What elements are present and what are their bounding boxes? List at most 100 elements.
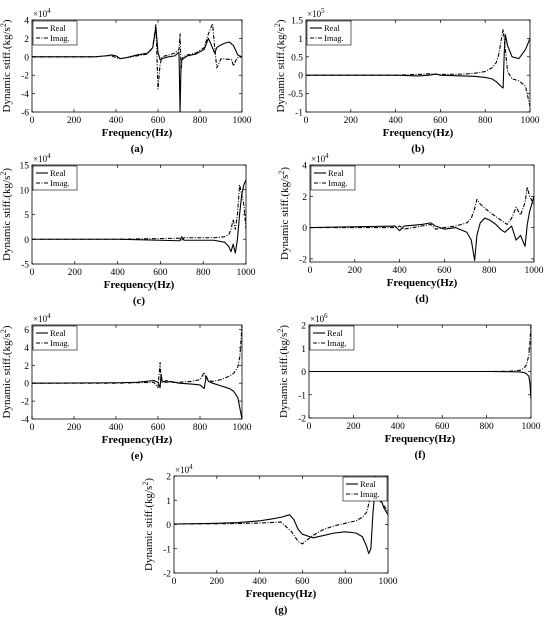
x-tick-label: 800	[482, 266, 497, 276]
x-tick-label: 600	[435, 422, 450, 432]
panel-caption: (c)	[133, 295, 146, 307]
y-tick-label: -1	[163, 545, 171, 555]
chart-panel-a: 0 200 400 600 800 1000 -6 -4 -2 0 2 4 ×104 Frequency(…	[0, 7, 252, 155]
legend-label: Real	[324, 23, 340, 33]
series-group	[310, 186, 534, 261]
x-tick-label: 600	[295, 577, 310, 587]
chart-panel-g: 0 200 400 600 800 1000 -2 -1 0 1 2 ×104 Frequency(Hz…	[141, 463, 398, 616]
legend-label: Real	[50, 23, 66, 33]
y-tick-label: -6	[21, 109, 29, 119]
series-group	[174, 476, 388, 555]
x-tick-label: 200	[67, 423, 82, 433]
legend-label: Imag.	[50, 338, 70, 348]
series-line-real	[309, 370, 531, 400]
x-axis-label: Frequency(Hz)	[385, 433, 456, 445]
series-group	[32, 179, 246, 254]
y-tick-label: -2	[21, 72, 29, 82]
legend-label: Imag.	[327, 338, 347, 348]
x-tick-label: 400	[109, 423, 124, 433]
x-tick-label: 800	[193, 423, 208, 433]
x-tick-label: 400	[392, 266, 407, 276]
y-tick-label: 5	[24, 211, 29, 221]
legend-label: Imag.	[360, 489, 380, 499]
plot-frame	[31, 324, 243, 420]
x-tick-label: 800	[196, 268, 211, 278]
x-tick-label: 600	[433, 116, 448, 126]
legend-box	[309, 325, 355, 351]
legend-box	[306, 20, 352, 46]
x-tick-label: 1000	[521, 116, 540, 126]
panel-caption: (d)	[415, 293, 429, 305]
x-axis-label: Frequency(Hz)	[387, 277, 458, 289]
series-line-real	[310, 196, 534, 261]
series-line-imag	[174, 476, 388, 545]
x-tick-label: 200	[348, 266, 363, 276]
x-tick-label: 400	[388, 116, 403, 126]
x-tick-label: 400	[110, 268, 125, 278]
x-tick-label: 1000	[237, 268, 256, 278]
y-tick-label: 15	[20, 162, 30, 172]
x-tick-label: 400	[109, 116, 124, 126]
y-exponent-label: ×104	[311, 152, 329, 164]
legend-label: Imag.	[324, 33, 344, 43]
chart-panel-e: 0 200 400 600 800 1000 -4 -2 0 2 4 6 ×104 Frequency(H…	[0, 312, 252, 462]
y-exponent-label: ×106	[310, 312, 328, 324]
y-tick-label: 1	[301, 345, 306, 355]
legend-box	[342, 476, 388, 502]
x-tick-label: 200	[346, 422, 361, 432]
x-axis-label: Frequency(Hz)	[102, 434, 173, 446]
y-tick-label: 0	[24, 53, 29, 63]
x-tick-label: 600	[151, 116, 166, 126]
x-tick-label: 200	[210, 577, 225, 587]
y-axis-label: Dynamic stiff.(kg/s2)	[0, 168, 13, 261]
panel-caption: (g)	[275, 604, 288, 616]
panel-caption: (f)	[415, 449, 426, 461]
chart-panel-b: 0 200 400 600 800 1000 -1 -0.5 0 0.5 1 1.5 ×105 Frequ…	[273, 7, 540, 155]
y-tick-label: -1	[298, 391, 306, 401]
plot-frame	[31, 19, 243, 113]
legend-label: Imag.	[50, 178, 70, 188]
y-tick-label: 2	[166, 473, 171, 483]
series-line-imag	[309, 325, 531, 373]
legend-label: Imag.	[328, 178, 348, 188]
series-group	[32, 325, 242, 419]
y-exponent-label: ×104	[33, 312, 51, 324]
x-tick-label: 400	[252, 577, 267, 587]
legend-box	[310, 165, 356, 191]
legend-label: Real	[50, 328, 66, 338]
y-tick-label: 1	[298, 35, 303, 45]
chart-panel-f: 0 200 400 600 800 1000 -2 -1 0 1 2 ×106 Frequency(Hz…	[276, 312, 541, 461]
y-tick-label: -2	[298, 415, 306, 425]
y-tick-label: 0	[298, 72, 303, 82]
y-axis-label: Dynamic stiff.(kg/s2)	[273, 19, 287, 112]
series-group	[309, 325, 531, 400]
y-exponent-label: ×104	[33, 152, 51, 164]
plot-frame	[305, 19, 531, 113]
y-tick-label: 2	[301, 322, 306, 332]
y-axis-label: Dynamic stiff.(kg/s2)	[0, 19, 13, 112]
y-tick-label: -1	[295, 109, 303, 119]
x-tick-label: 600	[437, 266, 452, 276]
y-tick-label: 1.5	[291, 17, 303, 27]
series-group	[32, 23, 242, 112]
x-tick-label: 0	[30, 423, 35, 433]
y-tick-label: -5	[21, 261, 29, 271]
x-tick-label: 1000	[379, 577, 398, 587]
x-tick-label: 1000	[233, 116, 252, 126]
x-tick-label: 800	[193, 116, 208, 126]
y-tick-label: -2	[163, 570, 171, 580]
x-tick-label: 0	[172, 577, 177, 587]
x-axis-label: Frequency(Hz)	[246, 588, 317, 600]
series-line-imag	[32, 325, 242, 389]
chart-panel-c: 0 200 400 600 800 1000-5051015×104Frequency(H…	[0, 152, 256, 307]
series-line-real	[32, 179, 246, 254]
series-line-real	[174, 487, 388, 555]
series-line-imag	[32, 184, 246, 242]
series-line-imag	[32, 23, 242, 90]
x-tick-label: 800	[478, 116, 493, 126]
y-tick-label: -2	[21, 398, 29, 408]
